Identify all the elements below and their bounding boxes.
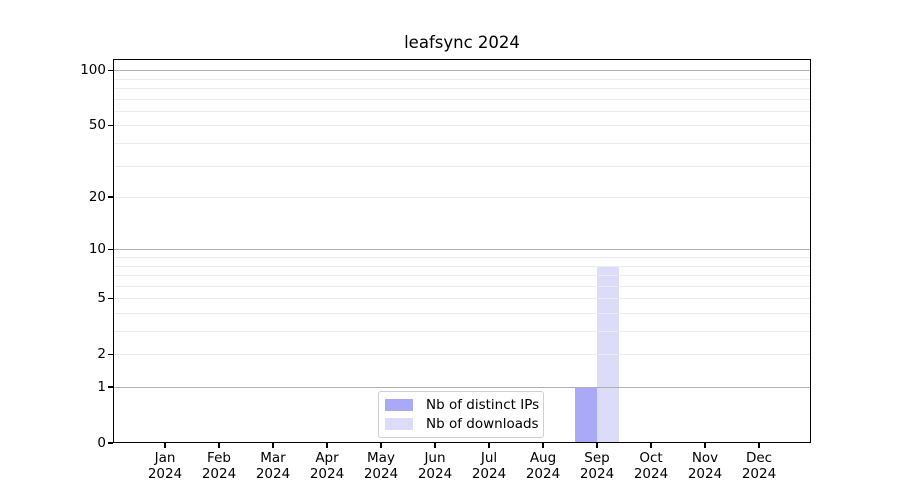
y-gridline-minor: [113, 165, 811, 167]
y-tick-mark: [107, 353, 113, 355]
x-tick-label: Apr 2024: [309, 450, 345, 482]
y-gridline-minor: [113, 265, 811, 267]
y-tick-mark: [107, 69, 113, 71]
legend-swatch: [385, 399, 413, 412]
x-tick-mark: [650, 443, 652, 448]
bar-downloads: [597, 265, 619, 443]
y-gridline-minor: [113, 285, 811, 287]
x-tick-mark: [434, 443, 436, 448]
x-tick-label: Mar 2024: [255, 450, 291, 482]
plot-area: [113, 59, 811, 443]
plot-frame: [113, 59, 811, 443]
y-tick-mark: [107, 196, 113, 198]
x-tick-mark: [380, 443, 382, 448]
y-gridline-minor: [113, 98, 811, 100]
y-tick-label: 1: [97, 379, 106, 395]
y-tick-mark: [107, 442, 113, 444]
x-tick-label: Nov 2024: [687, 450, 723, 482]
legend-label: Nb of distinct IPs: [426, 397, 540, 414]
y-tick-label: 100: [80, 62, 106, 79]
y-tick-mark: [107, 297, 113, 299]
y-gridline-minor: [113, 197, 811, 199]
x-tick-label: Aug 2024: [525, 450, 561, 482]
legend-row: Nb of downloads: [385, 415, 539, 432]
x-tick-label: Jun 2024: [417, 450, 453, 482]
y-gridline-minor: [113, 312, 811, 314]
legend-swatch: [385, 417, 413, 430]
bar-distinct-ips: [575, 387, 597, 443]
x-tick-mark: [218, 443, 220, 448]
y-gridline-minor: [113, 354, 811, 356]
x-tick-mark: [326, 443, 328, 448]
y-tick-label: 5: [97, 290, 106, 307]
y-tick-mark: [107, 248, 113, 250]
y-gridline-minor: [113, 275, 811, 277]
x-tick-label: Jul 2024: [471, 450, 507, 482]
y-tick-label: 0: [97, 435, 106, 451]
y-gridline-major: [113, 70, 811, 72]
y-gridline-minor: [113, 125, 811, 127]
y-gridline-major: [113, 387, 811, 388]
x-tick-label: Oct 2024: [633, 450, 669, 482]
x-tick-mark: [542, 443, 544, 448]
y-gridline-minor: [113, 256, 811, 258]
x-tick-mark: [164, 443, 166, 448]
x-tick-label: May 2024: [363, 450, 399, 482]
x-tick-mark: [758, 443, 760, 448]
x-tick-label: Feb 2024: [201, 450, 237, 482]
y-tick-label: 20: [88, 189, 106, 206]
y-gridline-minor: [113, 78, 811, 80]
x-tick-label: Dec 2024: [741, 450, 777, 482]
chart-title: leafsync 2024: [404, 33, 520, 52]
legend-row: Nb of distinct IPs: [385, 397, 540, 414]
y-gridline-minor: [113, 331, 811, 332]
x-tick-label: Sep 2024: [579, 450, 615, 482]
x-tick-mark: [272, 443, 274, 448]
y-gridline-minor: [113, 110, 811, 112]
y-tick-label: 50: [88, 117, 106, 134]
x-tick-label: Jan 2024: [147, 450, 183, 482]
legend-label: Nb of downloads: [426, 415, 539, 432]
y-gridline-major: [113, 249, 811, 251]
y-tick-label: 10: [88, 241, 106, 258]
y-gridline-minor: [113, 88, 811, 89]
x-tick-mark: [704, 443, 706, 448]
legend: Nb of distinct IPs Nb of downloads: [378, 391, 544, 438]
y-gridline-minor: [113, 143, 811, 144]
y-gridline-minor: [113, 298, 811, 300]
y-tick-mark: [107, 386, 113, 388]
y-tick-mark: [107, 124, 113, 126]
x-tick-mark: [488, 443, 490, 448]
x-tick-mark: [596, 443, 598, 448]
y-tick-label: 2: [97, 346, 106, 363]
